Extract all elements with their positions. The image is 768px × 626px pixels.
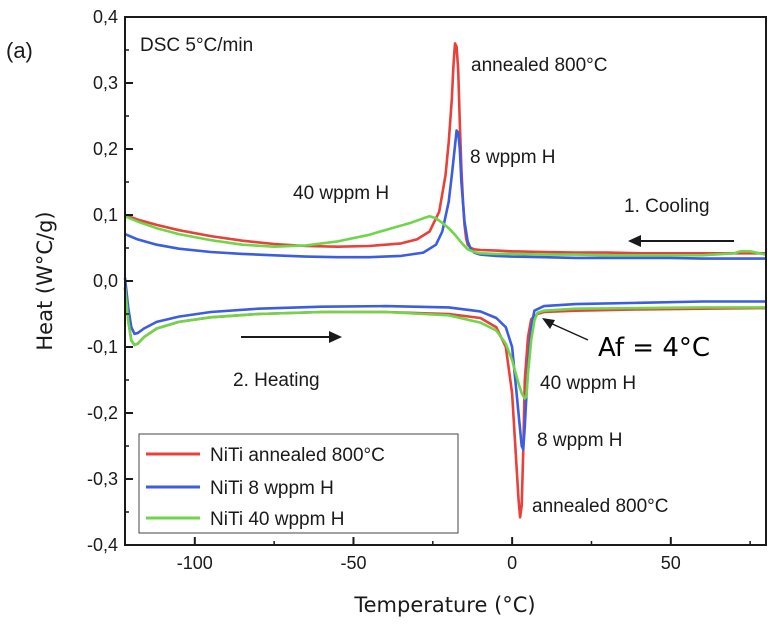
af-arrowhead <box>542 318 555 329</box>
label-annealed-cooling: annealed 800°C <box>471 55 608 76</box>
heating-arrowhead <box>329 331 342 343</box>
y-tick-label: -0,3 <box>87 469 118 489</box>
chart-title: DSC 5°C/min <box>140 35 253 56</box>
label-8wppm-heating: 8 wppm H <box>537 430 623 451</box>
y-tick-label: 0,3 <box>93 73 118 93</box>
y-tick-label: 0,2 <box>93 139 118 159</box>
x-tick-label: -50 <box>340 553 366 573</box>
x-tick-label: -100 <box>177 553 213 573</box>
y-tick-label: 0,4 <box>93 7 118 27</box>
label-40wppm-heating: 40 wppm H <box>540 373 636 394</box>
legend-box <box>138 433 459 534</box>
y-tick-label: -0,4 <box>87 535 118 555</box>
x-axis-title: Temperature (°C) <box>353 593 535 617</box>
y-axis-title: Heat (W°C/g) <box>33 211 57 350</box>
label-annealed-heating: annealed 800°C <box>532 496 669 517</box>
af-arrow <box>547 321 589 341</box>
y-tick-label: 0,1 <box>93 205 118 225</box>
legend-label-40wppm: NiTi 40 wppm H <box>210 509 344 530</box>
x-axis: -100 -50 0 50 <box>177 537 751 573</box>
label-40wppm-cooling: 40 wppm H <box>293 183 389 204</box>
y-tick-label: -0,2 <box>87 403 118 423</box>
y-tick-label: -0,1 <box>87 337 118 357</box>
panel-label: (a) <box>6 38 33 63</box>
legend-label-annealed: NiTi annealed 800°C <box>210 445 385 466</box>
label-af: Af = 4°C <box>598 333 710 363</box>
x-tick-label: 0 <box>507 553 517 573</box>
series-line-h40-cooling <box>124 215 767 257</box>
label-8wppm-cooling: 8 wppm H <box>470 147 556 168</box>
series-line-h8-heating <box>123 277 766 451</box>
cooling-arrowhead <box>628 235 641 247</box>
y-tick-label: 0,0 <box>93 271 118 291</box>
label-cooling: 1. Cooling <box>624 196 710 217</box>
legend: NiTi annealed 800°C NiTi 8 wppm H NiTi 4… <box>138 433 459 534</box>
series-line-h40-heating <box>123 287 766 400</box>
legend-label-8wppm: NiTi 8 wppm H <box>210 478 334 499</box>
plot-area <box>123 42 767 519</box>
series-line-h8-cooling <box>124 129 766 260</box>
label-heating: 2. Heating <box>233 370 320 391</box>
x-tick-label: 50 <box>661 553 681 573</box>
y-axis: 0,4 0,3 0,2 0,1 0,0 -0,1 -0,2 -0,3 -0,4 <box>87 7 133 555</box>
